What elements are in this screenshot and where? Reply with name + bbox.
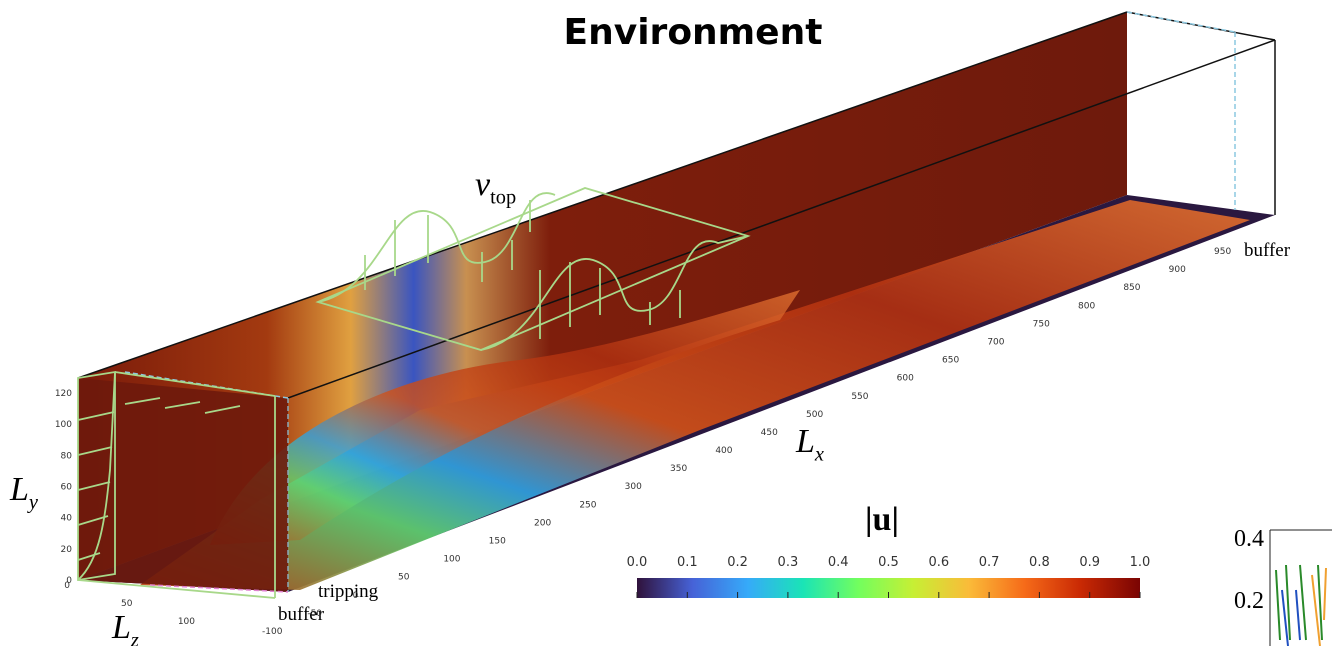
colorbar-tick-label: 0.9 bbox=[1079, 555, 1100, 570]
y-axis-tick-label: 80 bbox=[61, 451, 73, 461]
x-axis-tick-label: 200 bbox=[534, 518, 551, 528]
x-axis-tick-label: -100 bbox=[262, 627, 283, 637]
math-base: L bbox=[111, 609, 131, 646]
colorbar-tick-label: 0.6 bbox=[928, 555, 949, 570]
x-axis-tick-label: 750 bbox=[1033, 319, 1050, 329]
figure: EnvironmentvtopLxLyLztrippingbufferbuffe… bbox=[0, 0, 1332, 646]
x-axis-tick-label: 250 bbox=[579, 500, 596, 510]
inset-plot bbox=[1270, 530, 1332, 646]
x-axis-tick-label: 800 bbox=[1078, 301, 1095, 311]
math-base: L bbox=[9, 471, 29, 508]
math-sub: z bbox=[130, 630, 139, 646]
math-base: v bbox=[475, 166, 491, 203]
colorbar-tick-label: 0.2 bbox=[727, 555, 748, 570]
inset-y-tick-label: 0.4 bbox=[1234, 526, 1264, 552]
math-label: Ly bbox=[9, 471, 39, 514]
inset-y-tick-label: 0.2 bbox=[1234, 588, 1264, 614]
math-sub: y bbox=[27, 492, 39, 514]
y-axis-tick-label: 100 bbox=[55, 420, 72, 430]
colorbar-tick-label: 1.0 bbox=[1130, 555, 1151, 570]
y-axis-tick-label: 40 bbox=[61, 514, 73, 524]
y-axis-tick-label: 20 bbox=[61, 545, 73, 555]
math-label: Lx bbox=[795, 423, 824, 466]
math-sub: top bbox=[490, 187, 516, 209]
x-axis-tick-label: 450 bbox=[761, 428, 778, 438]
x-axis-tick-label: 900 bbox=[1169, 265, 1186, 275]
x-axis-tick-label: 850 bbox=[1123, 283, 1140, 293]
colorbar-tick-label: 0.5 bbox=[878, 555, 899, 570]
inlet-face bbox=[78, 378, 288, 592]
x-axis-tick-label: 400 bbox=[715, 446, 732, 456]
colorbar-tick-label: 0.8 bbox=[1029, 555, 1050, 570]
x-axis-tick-label: -50 bbox=[307, 609, 322, 619]
math-label: vtop bbox=[475, 166, 516, 209]
math-base: L bbox=[795, 423, 815, 460]
x-axis-tick-label: 0 bbox=[353, 591, 359, 601]
colorbar-title: |u| bbox=[865, 501, 899, 538]
x-axis-tick-label: 600 bbox=[897, 374, 914, 384]
colorbar-tick-label: 0.1 bbox=[677, 555, 698, 570]
x-axis-tick-label: 500 bbox=[806, 410, 823, 420]
z-axis-tick-label: 50 bbox=[121, 599, 133, 609]
x-axis-tick-label: 50 bbox=[398, 573, 410, 583]
colorbar-tick-label: 0.3 bbox=[778, 555, 799, 570]
x-axis-tick-label: 350 bbox=[670, 464, 687, 474]
y-axis-tick-label: 60 bbox=[61, 483, 73, 493]
math-label: Lz bbox=[111, 609, 139, 646]
label-buffer: buffer bbox=[1244, 240, 1291, 261]
z-axis-tick-label: 0 bbox=[64, 581, 70, 591]
title: Environment bbox=[564, 12, 823, 53]
y-axis-tick-label: 120 bbox=[55, 389, 72, 399]
x-axis-tick-label: 550 bbox=[851, 392, 868, 402]
colorbar-tick-label: 0.0 bbox=[627, 555, 648, 570]
x-axis-tick-label: 700 bbox=[987, 337, 1004, 347]
x-axis-tick-label: 100 bbox=[443, 555, 460, 565]
colorbar-tick-label: 0.7 bbox=[979, 555, 1000, 570]
x-axis-tick-label: 150 bbox=[489, 537, 506, 547]
label-tripping: tripping bbox=[318, 581, 379, 602]
math-sub: x bbox=[814, 444, 824, 466]
colorbar-tick-label: 0.4 bbox=[828, 555, 849, 570]
x-axis-tick-label: 650 bbox=[942, 356, 959, 366]
x-axis-tick-label: 300 bbox=[625, 482, 642, 492]
z-axis-tick-label: 100 bbox=[178, 617, 195, 627]
x-axis-tick-label: 950 bbox=[1214, 247, 1231, 257]
